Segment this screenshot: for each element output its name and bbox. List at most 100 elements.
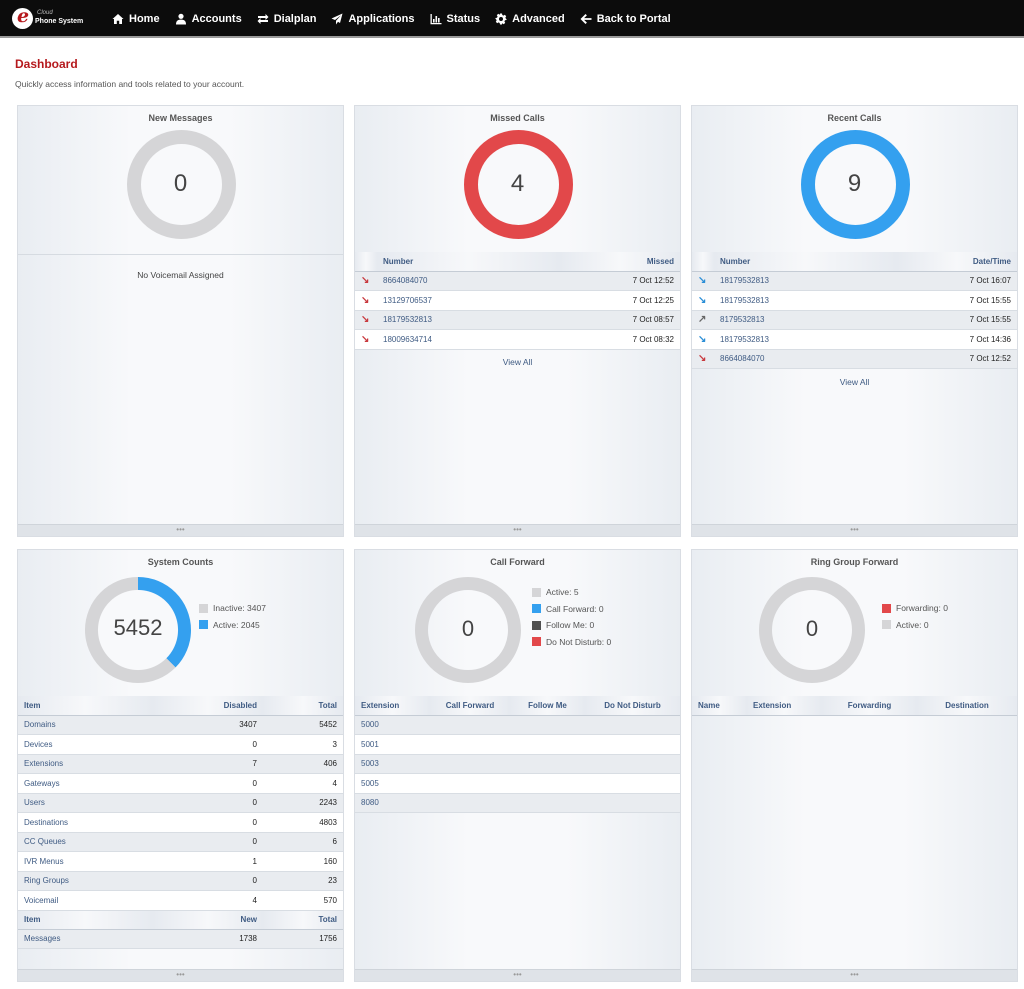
table-row[interactable]: 5005 <box>355 773 680 794</box>
table-row[interactable]: ↘ 18179532813 7 Oct 15:55 <box>692 290 1017 311</box>
missed-column-header[interactable]: Missed <box>560 252 680 272</box>
count-item-name[interactable]: Ring Groups <box>18 871 153 891</box>
call-forward-cell[interactable] <box>430 715 510 735</box>
system-counts-donut[interactable] <box>85 577 191 683</box>
item-column-header[interactable]: Item <box>18 696 153 716</box>
dnd-cell[interactable] <box>585 734 680 755</box>
follow-me-cell[interactable] <box>510 715 585 735</box>
table-row[interactable]: Messages 1738 1756 <box>18 929 343 949</box>
call-forward-cell[interactable] <box>430 773 510 794</box>
call-number[interactable]: 18009634714 <box>377 329 560 350</box>
call-forward-column-header[interactable]: Call Forward <box>430 696 510 716</box>
nav-home[interactable]: Home <box>112 13 160 25</box>
count-item-name[interactable]: Users <box>18 793 153 813</box>
call-number[interactable]: 8179532813 <box>714 310 897 330</box>
dnd-cell[interactable] <box>585 715 680 735</box>
table-row[interactable]: 8080 <box>355 793 680 813</box>
count-item-name[interactable]: Devices <box>18 734 153 755</box>
table-row[interactable]: Domains 3407 5452 <box>18 715 343 735</box>
extension-number[interactable]: 5000 <box>355 715 430 735</box>
table-row[interactable]: Extensions 7 406 <box>18 754 343 774</box>
table-row[interactable]: ↘ 18179532813 7 Oct 14:36 <box>692 329 1017 350</box>
nav-back-to-portal[interactable]: Back to Portal <box>580 13 671 25</box>
total-column-header-2[interactable]: Total <box>263 910 343 930</box>
new-column-header[interactable]: New <box>153 910 263 930</box>
table-row[interactable]: ↘ 13129706537 7 Oct 12:25 <box>355 290 680 311</box>
extension-number[interactable]: 5001 <box>355 734 430 755</box>
total-column-header[interactable]: Total <box>263 696 343 716</box>
table-row[interactable]: ↗ 8179532813 7 Oct 15:55 <box>692 310 1017 330</box>
legend-forwarding[interactable]: Forwarding: 0 <box>882 600 948 617</box>
count-item-name[interactable]: Destinations <box>18 812 153 833</box>
call-forward-cell[interactable] <box>430 734 510 755</box>
call-number[interactable]: 8664084070 <box>714 349 897 369</box>
table-row[interactable]: ↘ 8664084070 7 Oct 12:52 <box>355 271 680 291</box>
legend-active[interactable]: Active: 2045 <box>199 617 266 634</box>
new-messages-expand-handle[interactable]: ••• <box>18 524 343 536</box>
name-column-header[interactable]: Name <box>692 696 747 716</box>
table-row[interactable]: Gateways 0 4 <box>18 773 343 794</box>
legend-call-forward[interactable]: Call Forward: 0 <box>532 601 611 618</box>
table-row[interactable]: 5003 <box>355 754 680 774</box>
table-row[interactable]: ↘ 18179532813 7 Oct 16:07 <box>692 271 1017 291</box>
extension-number[interactable]: 8080 <box>355 793 430 813</box>
destination-column-header[interactable]: Destination <box>917 696 1017 716</box>
legend-dnd[interactable]: Do Not Disturb: 0 <box>532 634 611 651</box>
call-number[interactable]: 18179532813 <box>714 329 897 350</box>
nav-advanced[interactable]: Advanced <box>495 13 565 25</box>
call-forward-cell[interactable] <box>430 793 510 813</box>
call-forward-expand-handle[interactable]: ••• <box>355 969 680 981</box>
nav-applications[interactable]: Applications <box>331 13 415 25</box>
system-counts-expand-handle[interactable]: ••• <box>18 969 343 981</box>
forwarding-column-header[interactable]: Forwarding <box>822 696 917 716</box>
extension-number[interactable]: 5005 <box>355 773 430 794</box>
call-forward-cell[interactable] <box>430 754 510 774</box>
table-row[interactable]: ↘ 18179532813 7 Oct 08:57 <box>355 310 680 330</box>
follow-me-cell[interactable] <box>510 793 585 813</box>
table-row[interactable]: Voicemail 4 570 <box>18 890 343 911</box>
count-item-name[interactable]: Messages <box>18 929 153 949</box>
item-column-header-2[interactable]: Item <box>18 910 153 930</box>
table-row[interactable]: CC Queues 0 6 <box>18 832 343 852</box>
ring-group-forward-expand-handle[interactable]: ••• <box>692 969 1017 981</box>
nav-status[interactable]: Status <box>430 13 480 25</box>
legend-follow-me[interactable]: Follow Me: 0 <box>532 617 611 634</box>
table-row[interactable]: IVR Menus 1 160 <box>18 851 343 872</box>
logo[interactable]: e Cloud Phone System <box>12 5 90 30</box>
follow-me-cell[interactable] <box>510 754 585 774</box>
table-row[interactable]: ↘ 8664084070 7 Oct 12:52 <box>692 349 1017 369</box>
table-row[interactable]: Destinations 0 4803 <box>18 812 343 833</box>
count-item-name[interactable]: Extensions <box>18 754 153 774</box>
missed-calls-expand-handle[interactable]: ••• <box>355 524 680 536</box>
disabled-column-header[interactable]: Disabled <box>153 696 263 716</box>
count-item-name[interactable]: Domains <box>18 715 153 735</box>
table-row[interactable]: Users 0 2243 <box>18 793 343 813</box>
dnd-cell[interactable] <box>585 793 680 813</box>
call-number[interactable]: 18179532813 <box>714 271 897 291</box>
call-number[interactable]: 18179532813 <box>377 310 560 330</box>
follow-me-cell[interactable] <box>510 773 585 794</box>
datetime-column-header[interactable]: Date/Time <box>897 252 1017 272</box>
recent-calls-view-all-link[interactable]: View All <box>839 377 870 387</box>
legend-inactive[interactable]: Inactive: 3407 <box>199 600 266 617</box>
nav-dialplan[interactable]: Dialplan <box>257 13 316 25</box>
extension-column-header[interactable]: Extension <box>355 696 430 716</box>
table-row[interactable]: 5001 <box>355 734 680 755</box>
follow-me-cell[interactable] <box>510 734 585 755</box>
table-row[interactable]: 5000 <box>355 715 680 735</box>
nav-accounts[interactable]: Accounts <box>175 13 242 25</box>
dnd-cell[interactable] <box>585 773 680 794</box>
call-number[interactable]: 18179532813 <box>714 290 897 311</box>
table-row[interactable]: Devices 0 3 <box>18 734 343 755</box>
recent-calls-expand-handle[interactable]: ••• <box>692 524 1017 536</box>
dnd-column-header[interactable]: Do Not Disturb <box>585 696 680 716</box>
legend-active[interactable]: Active: 5 <box>532 584 611 601</box>
call-number[interactable]: 13129706537 <box>377 290 560 311</box>
number-column-header[interactable]: Number <box>714 252 897 272</box>
extension-column-header[interactable]: Extension <box>747 696 822 716</box>
table-row[interactable]: Ring Groups 0 23 <box>18 871 343 891</box>
count-item-name[interactable]: CC Queues <box>18 832 153 852</box>
count-item-name[interactable]: IVR Menus <box>18 851 153 872</box>
dnd-cell[interactable] <box>585 754 680 774</box>
missed-calls-view-all-link[interactable]: View All <box>502 357 533 367</box>
